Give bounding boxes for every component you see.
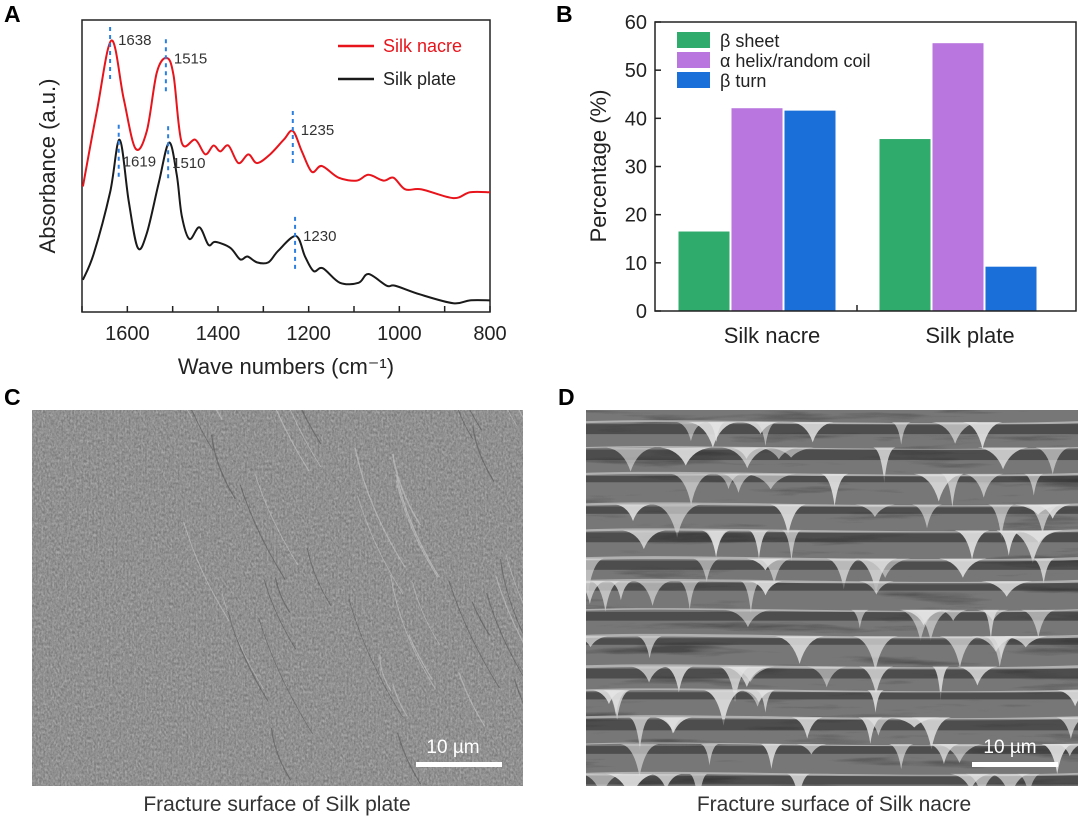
x-tick-label: 1600	[105, 323, 150, 345]
peak-label: 1230	[303, 228, 336, 245]
bar-silk-plate-1	[932, 43, 984, 312]
x-tick-label: 1000	[377, 323, 422, 345]
spectrum-line-silk-nacre	[81, 39, 491, 200]
y-tick-label: 30	[625, 157, 647, 179]
spectrum-line-silk-plate	[81, 138, 491, 305]
sem-image-silk-nacre: 10 µm Fracture surface of Silk nacre	[586, 410, 1078, 816]
y-tick-label: 0	[636, 301, 647, 323]
scale-bar	[972, 762, 1058, 767]
panel-label-b: B	[556, 1, 573, 27]
legend-label-beta-turn: β turn	[720, 71, 766, 91]
image-caption: Fracture surface of Silk plate	[143, 793, 410, 816]
panel-label-c: C	[4, 384, 21, 410]
legend-label-silk-nacre: Silk nacre	[383, 36, 462, 56]
peak-label: 1235	[301, 122, 334, 139]
legend-swatch-beta-sheet	[677, 32, 710, 48]
legend-swatch-alpha-helix	[677, 52, 710, 68]
legend-label-silk-plate: Silk plate	[383, 69, 456, 89]
category-label-silk-plate: Silk plate	[925, 323, 1014, 348]
bar-silk-nacre-2	[784, 110, 836, 311]
peak-label: 1619	[123, 154, 156, 171]
bar-silk-plate-2	[985, 266, 1037, 311]
y-tick-label: 60	[625, 12, 647, 34]
scale-bar-label: 10 µm	[983, 737, 1036, 758]
scale-bar-label: 10 µm	[426, 737, 479, 758]
legend-swatch-beta-turn	[677, 72, 710, 88]
bar-silk-nacre-0	[678, 231, 730, 311]
legend-label-beta-sheet: β sheet	[720, 31, 779, 51]
y-tick-label: 20	[625, 205, 647, 227]
x-axis-label: Wave numbers (cm⁻¹)	[178, 354, 394, 379]
image-caption: Fracture surface of Silk nacre	[697, 793, 971, 816]
sem-image-silk-plate: 10 µm Fracture surface of Silk plate	[32, 410, 523, 816]
peak-label: 1510	[172, 155, 205, 172]
y-tick-label: 40	[625, 108, 647, 130]
category-label-silk-nacre: Silk nacre	[724, 323, 821, 348]
y-tick-label: 10	[625, 253, 647, 275]
x-tick-label: 800	[473, 323, 506, 345]
ftir-spectrum-chart: 1600 1400 1200 1000 800 1638 1515 1235 1619 1510…	[35, 19, 507, 379]
legend: β sheet α helix/random coil β turn	[677, 31, 870, 91]
bar-silk-nacre-1	[731, 108, 783, 312]
y-tick-label: 50	[625, 60, 647, 82]
x-tick-label: 1200	[286, 323, 331, 345]
panel-label-d: D	[558, 384, 575, 410]
scale-bar	[416, 762, 502, 767]
plot-frame	[81, 19, 491, 313]
legend-label-alpha-helix: α helix/random coil	[720, 51, 870, 71]
peak-label: 1638	[118, 32, 151, 49]
y-axis-label: Absorbance (a.u.)	[35, 79, 60, 254]
legend: Silk nacre Silk plate	[338, 36, 462, 89]
panel-label-a: A	[4, 1, 21, 27]
bar-silk-plate-0	[879, 139, 931, 311]
x-tick-label: 1400	[196, 323, 241, 345]
y-axis-label: Percentage (%)	[586, 90, 611, 243]
peak-label: 1515	[174, 50, 207, 67]
